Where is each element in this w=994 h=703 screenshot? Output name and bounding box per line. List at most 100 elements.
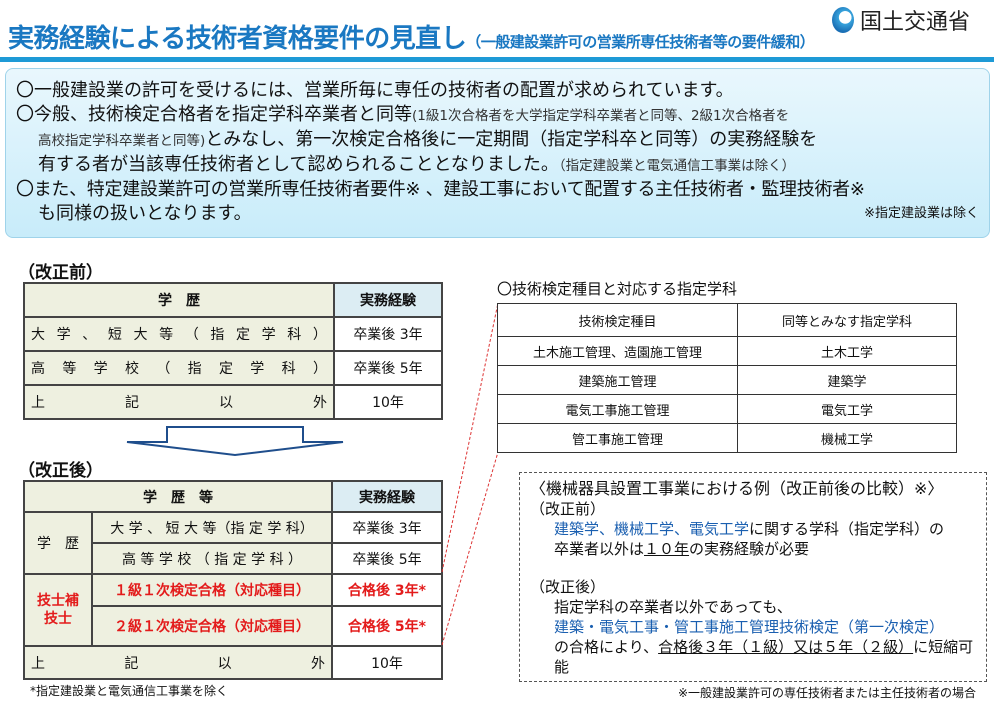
row-value: 10年 xyxy=(333,384,443,420)
table-row: 管工事施工管理 機械工学 xyxy=(497,423,957,453)
summary-box: 〇一般建設業の許可を受けるには、営業所毎に専任の技術者の配置が求められています。… xyxy=(5,68,990,238)
char: 定 xyxy=(218,361,233,377)
exam-cell: 建築施工管理 xyxy=(497,365,738,395)
t: (1級1次合格者を大学指定学科卒業者と同等、2級1次合格者を xyxy=(412,108,790,124)
title-sub: （一般建設業許可の営業所専任技術者等の要件緩和） xyxy=(466,33,815,51)
char: 上 xyxy=(31,655,45,672)
char: 科 xyxy=(281,361,296,377)
exam-cell: 管工事施工管理 xyxy=(497,423,738,453)
char: 大 xyxy=(133,327,148,343)
char: 学 xyxy=(56,327,71,343)
char: ） xyxy=(312,327,327,343)
t: の合格により、 xyxy=(554,638,659,656)
t: 合格後３年（１級）又は５年（２級） xyxy=(658,638,914,656)
char: 以 xyxy=(219,395,233,411)
t: とみなし、第一次検定合格後に一定期間（指定学科卒と同等）の実務経験を xyxy=(205,129,818,150)
example-box: 〈機械器具設置工事業における例（改正前後の比較）※〉 （改正前） 建築学、機械工… xyxy=(519,472,987,700)
example-line: 建築学、機械工学、電気工学に関する学科（指定学科）の xyxy=(530,519,976,539)
char: 指 xyxy=(210,327,225,343)
char: 記 xyxy=(124,655,139,672)
char: 記 xyxy=(125,395,139,411)
after-table: 学 歴 等実務経験 学 歴大 学 、 短 大 等（指 定 学 科） 卒業後 3年 … xyxy=(23,480,443,680)
char: 等 xyxy=(62,361,77,377)
example-line: 卒業者以外は１０年の実務経験が必要 xyxy=(530,539,976,559)
exam-cell: 電気工事施工管理 xyxy=(497,394,738,424)
row-label: 高等学校（指定学科） xyxy=(23,350,335,386)
char: 指 xyxy=(187,361,202,377)
group-education: 学 歴 xyxy=(23,511,93,575)
summary-line: 有する者が当該専任技術者として認められることとなりました。（指定建設業と電気通信… xyxy=(16,153,979,178)
t: 〇今般、技術検定合格者を指定学科卒業者と同等 xyxy=(16,104,412,125)
mlit-logo: 国土交通省 xyxy=(832,4,970,36)
summary-line: 〇一般建設業の許可を受けるには、営業所毎に専任の技術者の配置が求められています。 xyxy=(16,80,734,101)
table-row: 上 記 以 外 10年 xyxy=(23,384,443,420)
char: 学 xyxy=(93,361,108,377)
example-note: ※一般建設業許可の専任技術者または主任技術者の場合 xyxy=(677,686,976,700)
after-label: （改正後） xyxy=(18,461,103,481)
char: 学 xyxy=(261,327,276,343)
t: （指定建設業と電気通信工事業は除く） xyxy=(558,158,796,174)
header-subject: 同等とみなす指定学科 xyxy=(737,303,957,337)
char: 大 xyxy=(31,327,45,343)
subject-cell: 土木工学 xyxy=(737,336,957,366)
table-row: 建築施工管理 建築学 xyxy=(497,365,957,395)
title-main: 実務経験による技術者資格要件の見直し xyxy=(8,24,467,54)
summary-line: 〇また、特定建設業許可の営業所専任技術者要件※ 、建設工事において配置する主任技… xyxy=(16,179,865,200)
char: 短 xyxy=(107,327,122,343)
logo-text: 国土交通省 xyxy=(860,10,971,35)
row-value: 合格後 3年* xyxy=(331,573,443,607)
row-label: 大 学 、 短 大 等（指 定 学 科） xyxy=(91,511,333,544)
row-label: 大学、短大等（指定学科） xyxy=(23,316,335,352)
summary-note: ※指定建設業は除く xyxy=(864,206,979,221)
char: ） xyxy=(312,361,327,377)
t: １０年 xyxy=(644,540,690,558)
table-row: 高等学校（指定学科）卒業後 5年 xyxy=(23,350,443,386)
row-value: 卒業後 5年 xyxy=(331,542,443,575)
row-label: １級１次検定合格（対応種目） xyxy=(91,573,333,607)
before-table: 学 歴実務経験 大学、短大等（指定学科）卒業後 3年 高等学校（指定学科）卒業後… xyxy=(23,282,443,420)
char: 外 xyxy=(310,655,325,672)
subject-cell: 機械工学 xyxy=(737,423,957,453)
row-label: ２級１次検定合格（対応種目） xyxy=(91,605,333,647)
t: に関する学科（指定学科）の xyxy=(749,520,945,538)
example-line: 建築・電気工事・管工事施工管理技術検定（第一次検定） xyxy=(554,618,945,636)
group-certified: 技士補 技士 xyxy=(23,573,93,647)
row-label: 高 等 学 校 （ 指 定 学 科 ） xyxy=(91,542,333,575)
example-title: 〈機械器具設置工事業における例（改正前後の比較）※〉 xyxy=(530,479,944,498)
char: （ xyxy=(184,327,199,343)
char: 科 xyxy=(287,327,302,343)
example-line: の合格により、合格後３年（１級）又は５年（２級）に短縮可能 xyxy=(530,637,976,677)
char: 以 xyxy=(217,655,232,672)
char: 学 xyxy=(250,361,265,377)
table-row: 学 歴大 学 、 短 大 等（指 定 学 科） 卒業後 3年 xyxy=(23,511,443,575)
header-education: 学 歴 等 xyxy=(23,480,333,513)
row-label: 上記以外 xyxy=(23,384,335,420)
summary-line: 高校指定学科卒業者と同等)とみなし、第一次検定合格後に一定期間（指定学科卒と同等… xyxy=(16,128,979,153)
header-experience: 実務経験 xyxy=(331,480,443,513)
page-title: 実務経験による技術者資格要件の見直し（一般建設業許可の営業所専任技術者等の要件緩… xyxy=(8,18,815,55)
table-row: 土木施工管理、造園施工管理 土木工学 xyxy=(497,336,957,366)
char: 校 xyxy=(124,361,139,377)
t: 有する者が当該専任技術者として認められることとなりました。 xyxy=(38,154,559,175)
t: 建築学、機械工学、電気工学 xyxy=(554,520,750,538)
subject-cell: 建築学 xyxy=(737,365,957,395)
row-value: 10年 xyxy=(331,645,443,680)
char: 外 xyxy=(313,395,327,411)
row-value: 合格後 5年* xyxy=(331,605,443,647)
t: 卒業者以外は xyxy=(554,540,645,558)
title-divider xyxy=(0,57,994,62)
summary-line: も同様の扱いとなります。 xyxy=(38,203,252,224)
char: （ xyxy=(156,361,171,377)
char: 、 xyxy=(82,327,97,343)
summary-line: 〇今般、技術検定合格者を指定学科卒業者と同等(1級1次合格者を大学指定学科卒業者… xyxy=(16,103,979,128)
example-line: 指定学科の卒業者以外であっても、 xyxy=(554,598,792,616)
example-after-label: （改正後） xyxy=(530,578,606,596)
row-value: 卒業後 3年 xyxy=(333,316,443,352)
t: 高校指定学科卒業者と同等) xyxy=(38,133,206,149)
table-row: ２級１次検定合格（対応種目） 合格後 5年* xyxy=(24,605,443,647)
example-before-label: （改正前） xyxy=(530,500,606,518)
row-value: 卒業後 3年 xyxy=(331,511,443,544)
t: に短縮可能 xyxy=(554,638,974,676)
row-value: 卒業後 5年 xyxy=(333,350,443,386)
char: 上 xyxy=(31,395,45,411)
